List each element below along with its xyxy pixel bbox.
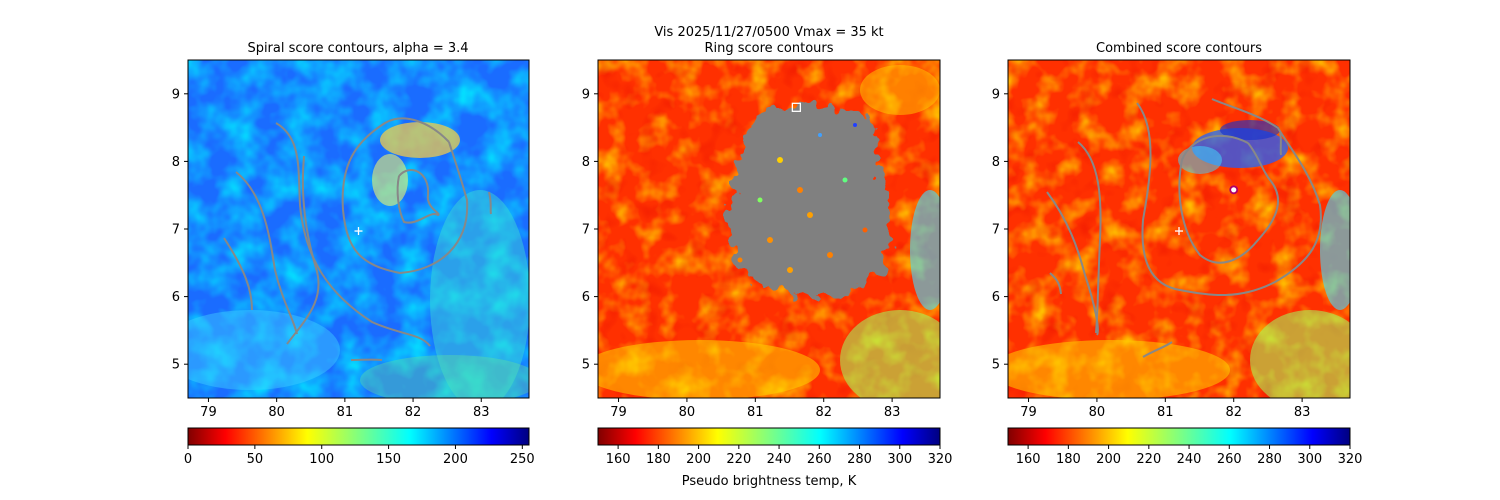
panel-spiral-colorbar-tick-label-0: 0: [184, 452, 192, 467]
panel-ring-xtick-label-83: 83: [884, 405, 901, 420]
panel-ring-colorbar-tick-label-280: 280: [847, 452, 872, 467]
panel-ring-xtick-label-79: 79: [610, 405, 627, 420]
panel-ring-colorbar-ticks: 160 180 200 220 240 260 280 300 320: [606, 445, 953, 467]
panel-combined-field: [1008, 60, 1350, 398]
panel-spiral-xtick-label-80: 80: [268, 405, 285, 420]
panel-ring-square-marker: [791, 102, 802, 112]
panel-spiral-xtick-label-81: 81: [337, 405, 354, 420]
panel-spiral-ytick-label-7: 7: [172, 223, 180, 238]
panel-combined-colorbar-tick-label-300: 300: [1297, 452, 1322, 467]
panel-combined-xtick-label-83: 83: [1294, 405, 1311, 420]
panel-spiral-colorbar-tick-label-100: 100: [309, 452, 334, 467]
panel-ring-colorbar-tick-label-160: 160: [606, 452, 631, 467]
panel-spiral-xtick-label-79: 79: [200, 405, 217, 420]
panel-combined-title: Combined score contours: [1096, 41, 1262, 56]
panel-spiral-markers: [354, 227, 363, 236]
panel-spiral-title: Spiral score contours, alpha = 3.4: [247, 41, 468, 56]
panel-ring-xtick-label-80: 80: [679, 405, 696, 420]
panel-ring-markers: [791, 102, 802, 112]
panel-combined-colorbar-tick-label-240: 240: [1177, 452, 1202, 467]
panel-ring-ytick-label-7: 7: [582, 223, 590, 238]
panel-combined-colorbar-ticks: 160 180 200 220 240 260 280 300 320: [1016, 445, 1363, 467]
panel-spiral-colorbar-tick-label-50: 50: [247, 452, 264, 467]
panel-ring-colorbar-tick-label-180: 180: [646, 452, 671, 467]
panel-combined-xtick-label-80: 80: [1089, 405, 1106, 420]
panel-ring-title: Ring score contours: [704, 41, 833, 56]
panel-combined-colorbar-tick-label-260: 260: [1217, 452, 1242, 467]
panel-ring-ytick-label-5: 5: [582, 358, 590, 373]
panel-ring-ticks: 79 80 81 82 83 5 6 7 8 9: [582, 87, 901, 420]
panel-spiral-colorbar-tick-label-200: 200: [443, 452, 468, 467]
panel-spiral-colorbar-tick-label-250: 250: [510, 452, 535, 467]
panel-ring-masked-region: [728, 105, 891, 298]
panel-spiral-ytick-label-9: 9: [172, 87, 180, 102]
panel-spiral-ytick-label-6: 6: [172, 290, 180, 305]
panel-combined-center-plus-marker: [1175, 227, 1183, 236]
panel-ring-colorbar-tick-label-320: 320: [928, 452, 953, 467]
panel-combined-xtick-label-82: 82: [1225, 405, 1242, 420]
panel-combined-circle-marker: [1229, 185, 1239, 195]
panel-spiral-colorbar-ticks: 0 50 100 150 200 250: [184, 445, 535, 467]
panel-ring-colorbar-tick-label-200: 200: [686, 452, 711, 467]
panel-spiral-contours: [223, 117, 492, 361]
panel-combined-ticks: 79 80 81 82 83 5 6 7 8 9: [992, 87, 1311, 420]
panel-spiral-xtick-label-83: 83: [473, 405, 490, 420]
panel-combined: Combined score contours 79 80 81 82 83 5 6 7 8 9: [992, 41, 1363, 467]
panel-ring-ytick-label-6: 6: [582, 290, 590, 305]
panel-spiral-ticks: 79 80 81 82 83 5 6 7 8 9: [172, 87, 490, 420]
panel-combined-colorbar-tick-label-160: 160: [1016, 452, 1041, 467]
panel-combined-ytick-label-5: 5: [992, 358, 1000, 373]
panel-ring-colorbar-tick-label-300: 300: [887, 452, 912, 467]
panel-combined-colorbar-tick-label-280: 280: [1257, 452, 1282, 467]
panel-spiral: Spiral score contours, alpha = 3.4 79 80 8…: [172, 41, 535, 467]
panel-spiral-xtick-label-82: 82: [405, 405, 422, 420]
panel-combined-colorbar: [1007, 427, 1351, 446]
panel-ring-colorbar-label: Pseudo brightness temp, K: [682, 474, 857, 489]
panel-spiral-field: [188, 60, 529, 398]
panel-spiral-ytick-label-8: 8: [172, 155, 180, 170]
panel-ring-colorbar: [597, 427, 941, 446]
panel-ring: Ring score contours: [582, 41, 953, 489]
panel-combined-xtick-label-79: 79: [1020, 405, 1037, 420]
panel-ring-colorbar-tick-label-260: 260: [807, 452, 832, 467]
panel-combined-colorbar-tick-label-220: 220: [1136, 452, 1161, 467]
panel-ring-field: [598, 60, 940, 398]
panel-spiral-center-plus-marker: [354, 227, 363, 236]
panel-combined-contours: [1046, 98, 1322, 358]
panel-spiral-colorbar: [187, 427, 530, 446]
panel-ring-ytick-label-8: 8: [582, 155, 590, 170]
panel-ring-ytick-label-9: 9: [582, 87, 590, 102]
panel-combined-colorbar-tick-label-200: 200: [1096, 452, 1121, 467]
panel-combined-xtick-label-81: 81: [1157, 405, 1174, 420]
panel-combined-colorbar-tick-label-180: 180: [1056, 452, 1081, 467]
panel-combined-ytick-label-6: 6: [992, 290, 1000, 305]
figure-suptitle: Vis 2025/11/27/0500 Vmax = 35 kt: [654, 25, 883, 40]
panel-combined-ytick-label-8: 8: [992, 155, 1000, 170]
panel-ring-xtick-label-82: 82: [815, 405, 832, 420]
panel-combined-markers: [1175, 185, 1239, 236]
panel-spiral-colorbar-tick-label-150: 150: [376, 452, 401, 467]
panel-combined-ytick-label-7: 7: [992, 223, 1000, 238]
panel-ring-colorbar-tick-label-220: 220: [726, 452, 751, 467]
panel-spiral-ytick-label-5: 5: [172, 358, 180, 373]
panel-ring-xtick-label-81: 81: [747, 405, 764, 420]
panel-combined-colorbar-tick-label-320: 320: [1338, 452, 1363, 467]
panel-ring-colorbar-tick-label-240: 240: [767, 452, 792, 467]
panel-combined-ytick-label-9: 9: [992, 87, 1000, 102]
panel-ring-speckles: [737, 123, 868, 273]
